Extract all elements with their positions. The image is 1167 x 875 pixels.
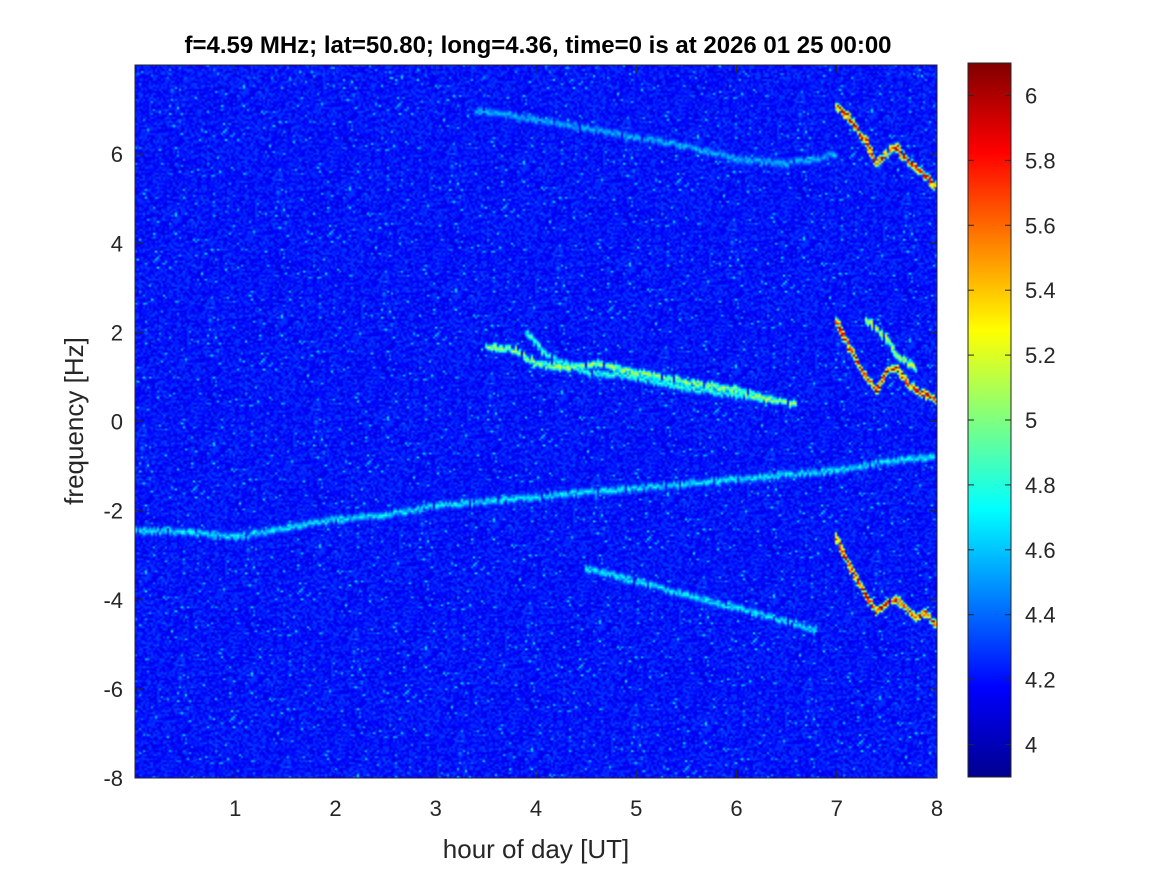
colorbar-tick-label: 5.4 — [1025, 278, 1056, 303]
colorbar-gradient — [968, 63, 1011, 777]
y-tick-label: -8 — [103, 766, 123, 791]
colorbar-tick-label: 5.6 — [1025, 213, 1056, 238]
y-tick-label: 4 — [111, 231, 123, 256]
x-tick-label: 5 — [630, 796, 642, 821]
x-tick-label: 2 — [329, 796, 341, 821]
x-tick-label: 8 — [931, 796, 943, 821]
y-tick-label: 0 — [111, 410, 123, 435]
x-axis-label: hour of day [UT] — [443, 834, 629, 864]
chart-title: f=4.59 MHz; lat=50.80; long=4.36, time=0… — [184, 32, 891, 59]
colorbar-ticks: 4 4.2 4.4 4.6 4.8 5 5.2 5.4 5.6 5.8 6 — [968, 83, 1056, 758]
colorbar-tick-label: 4.2 — [1025, 668, 1056, 693]
colorbar-tick-label: 4.8 — [1025, 473, 1056, 498]
heatmap-image — [135, 65, 937, 778]
plot-area — [134, 64, 938, 779]
y-tick-label: 6 — [111, 142, 123, 167]
colorbar-tick-label: 6 — [1025, 83, 1037, 108]
colorbar-tick-label: 4.4 — [1025, 603, 1056, 628]
y-tick-label: -4 — [103, 588, 123, 613]
y-axis-ticks: -8 -6 -4 -2 0 2 4 6 — [103, 142, 937, 791]
colorbar-tick-label: 4 — [1025, 733, 1037, 758]
y-tick-label: -6 — [103, 677, 123, 702]
x-tick-label: 1 — [229, 796, 241, 821]
colorbar-tick-label: 5.8 — [1025, 148, 1056, 173]
x-axis-ticks: 1 2 3 4 5 6 7 8 — [229, 65, 943, 821]
y-tick-label: 2 — [111, 320, 123, 345]
colorbar-tick-label: 5 — [1025, 408, 1037, 433]
x-tick-label: 7 — [831, 796, 843, 821]
y-axis-label: frequency [Hz] — [59, 337, 89, 505]
colorbar-tick-label: 4.6 — [1025, 538, 1056, 563]
colorbar-tick-label: 5.2 — [1025, 343, 1056, 368]
colorbar: 4 4.2 4.4 4.6 4.8 5 5.2 5.4 5.6 5.8 6 — [967, 62, 1056, 778]
x-tick-label: 6 — [730, 796, 742, 821]
y-tick-label: -2 — [103, 499, 123, 524]
x-tick-label: 4 — [530, 796, 542, 821]
x-tick-label: 3 — [430, 796, 442, 821]
